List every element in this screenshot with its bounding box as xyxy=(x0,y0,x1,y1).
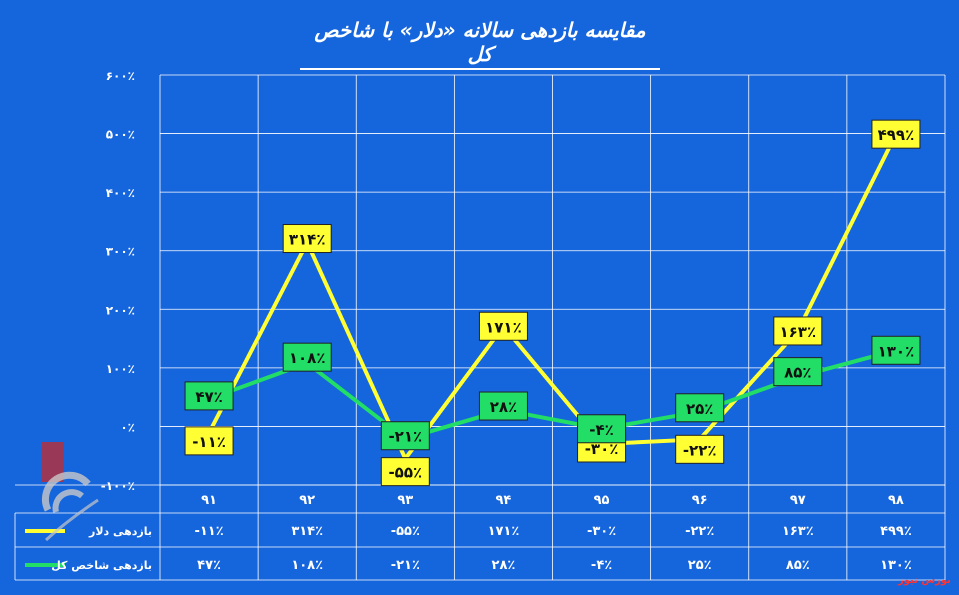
table-cell: -۳۰٪ xyxy=(587,524,616,539)
table-cell: ۸۵٪ xyxy=(786,558,810,573)
x-tick-label: ۹۴ xyxy=(496,493,512,508)
table-cell: ۴۹۹٪ xyxy=(880,524,912,539)
data-label-box xyxy=(577,414,627,444)
data-label: ۱۰۸٪ xyxy=(289,349,326,367)
data-label-box xyxy=(282,224,332,254)
table-cell: -۱۱٪ xyxy=(194,524,223,539)
table-cell: ۱۳۰٪ xyxy=(880,558,912,573)
data-label: ۴۹۹٪ xyxy=(878,126,915,144)
x-tick-label: ۹۸ xyxy=(888,493,904,508)
x-tick-label: ۹۱ xyxy=(201,493,217,508)
data-label-box xyxy=(675,434,725,464)
y-tick-label: ۴۰۰٪ xyxy=(106,186,135,200)
data-label: -۵۵٪ xyxy=(388,464,422,482)
data-label: ۸۵٪ xyxy=(784,364,811,382)
table-cell: ۱۶۳٪ xyxy=(782,524,814,539)
table-cell: ۴۷٪ xyxy=(197,558,221,573)
x-tick-label: ۹۵ xyxy=(594,493,610,508)
data-label-box xyxy=(282,342,332,372)
data-label-box xyxy=(380,457,430,487)
legend-label: بازدهی دلار xyxy=(88,525,152,538)
data-label-box xyxy=(871,119,921,149)
data-label-box xyxy=(773,316,823,346)
data-label-box xyxy=(380,421,430,451)
data-label-box xyxy=(184,426,234,456)
data-label: ۱۳۰٪ xyxy=(878,342,915,360)
data-label: ۳۱۴٪ xyxy=(289,231,326,249)
table-cell: ۳۱۴٪ xyxy=(291,524,323,539)
table-cell: ۱۷۱٪ xyxy=(488,524,520,539)
table-cell: -۵۵٪ xyxy=(391,524,420,539)
y-tick-label: ۰٪ xyxy=(120,420,135,434)
y-tick-label: ۶۰۰٪ xyxy=(106,69,135,83)
y-tick-label: ۲۰۰٪ xyxy=(106,303,135,317)
series-line xyxy=(207,133,898,461)
table-cell: ۲۵٪ xyxy=(688,558,712,573)
x-tick-label: ۹۷ xyxy=(790,493,806,508)
chart-title-box: مقایسه بازدهی سالانه «دلار» با شاخص کل xyxy=(300,18,660,70)
data-label-box xyxy=(478,391,528,421)
data-label-box xyxy=(478,311,528,341)
data-label: -۱۱٪ xyxy=(192,433,226,451)
table-cell: ۲۸٪ xyxy=(492,558,516,573)
data-label: ۲۵٪ xyxy=(686,400,713,418)
x-tick-label: ۹۲ xyxy=(299,493,315,508)
x-tick-label: ۹۳ xyxy=(397,493,413,508)
brand-logo xyxy=(41,442,99,542)
watermark-text: بورس نیوز xyxy=(898,575,951,586)
legend-label: بازدهی شاخص کل xyxy=(51,559,152,572)
data-label: ۴۷٪ xyxy=(195,388,222,406)
table-cell: ۱۰۸٪ xyxy=(291,558,323,573)
table-cell: -۲۲٪ xyxy=(685,524,714,539)
data-label-box xyxy=(871,335,921,365)
table-cell: -۴٪ xyxy=(591,558,612,573)
data-label: -۲۲٪ xyxy=(683,441,717,459)
y-tick-label: -۱۰۰٪ xyxy=(101,479,135,493)
chart-title: مقایسه بازدهی سالانه «دلار» با شاخص کل xyxy=(300,18,660,70)
data-label: -۴٪ xyxy=(589,421,614,439)
data-label-box xyxy=(184,381,234,411)
data-label: ۲۸٪ xyxy=(490,398,517,416)
data-label-box xyxy=(773,357,823,387)
table-cell: -۲۱٪ xyxy=(391,558,420,573)
data-label: -۲۱٪ xyxy=(388,428,422,446)
y-tick-label: ۵۰۰٪ xyxy=(106,128,135,142)
data-label: ۱۷۱٪ xyxy=(485,318,522,336)
y-tick-label: ۳۰۰٪ xyxy=(106,245,135,259)
data-label-box xyxy=(675,393,725,423)
data-label: -۳۰٪ xyxy=(585,440,619,458)
y-tick-label: ۱۰۰٪ xyxy=(106,362,135,376)
data-label: ۱۶۳٪ xyxy=(780,323,817,341)
x-tick-label: ۹۶ xyxy=(692,493,708,508)
